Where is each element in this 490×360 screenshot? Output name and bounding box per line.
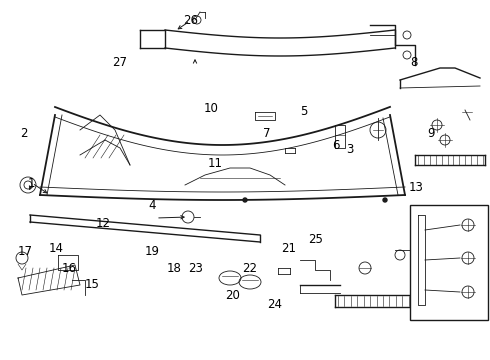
Text: 22: 22 bbox=[243, 262, 257, 275]
Text: 9: 9 bbox=[427, 127, 435, 140]
Text: 15: 15 bbox=[85, 278, 99, 291]
Text: 25: 25 bbox=[309, 233, 323, 246]
Text: 2: 2 bbox=[20, 127, 27, 140]
Text: 24: 24 bbox=[267, 298, 282, 311]
Text: 18: 18 bbox=[167, 262, 181, 275]
Text: 8: 8 bbox=[410, 57, 418, 69]
Text: 26: 26 bbox=[184, 14, 198, 27]
Circle shape bbox=[383, 198, 387, 202]
FancyBboxPatch shape bbox=[410, 205, 488, 320]
Text: 27: 27 bbox=[113, 57, 127, 69]
Polygon shape bbox=[18, 265, 80, 295]
Text: 17: 17 bbox=[18, 246, 33, 258]
Circle shape bbox=[243, 198, 247, 202]
Text: 14: 14 bbox=[49, 242, 64, 255]
Text: 5: 5 bbox=[300, 105, 308, 118]
Text: 11: 11 bbox=[208, 157, 223, 170]
Text: 20: 20 bbox=[225, 289, 240, 302]
Text: 13: 13 bbox=[409, 181, 424, 194]
Text: 7: 7 bbox=[263, 127, 271, 140]
Text: 1: 1 bbox=[28, 177, 36, 190]
Text: 19: 19 bbox=[145, 246, 159, 258]
Text: 6: 6 bbox=[332, 139, 340, 152]
Text: 12: 12 bbox=[96, 217, 110, 230]
Text: 21: 21 bbox=[282, 242, 296, 255]
Text: 23: 23 bbox=[189, 262, 203, 275]
Text: 3: 3 bbox=[346, 143, 354, 156]
Text: 10: 10 bbox=[203, 102, 218, 114]
Text: 16: 16 bbox=[62, 262, 77, 275]
Text: 4: 4 bbox=[148, 199, 156, 212]
Text: 28: 28 bbox=[409, 213, 424, 226]
